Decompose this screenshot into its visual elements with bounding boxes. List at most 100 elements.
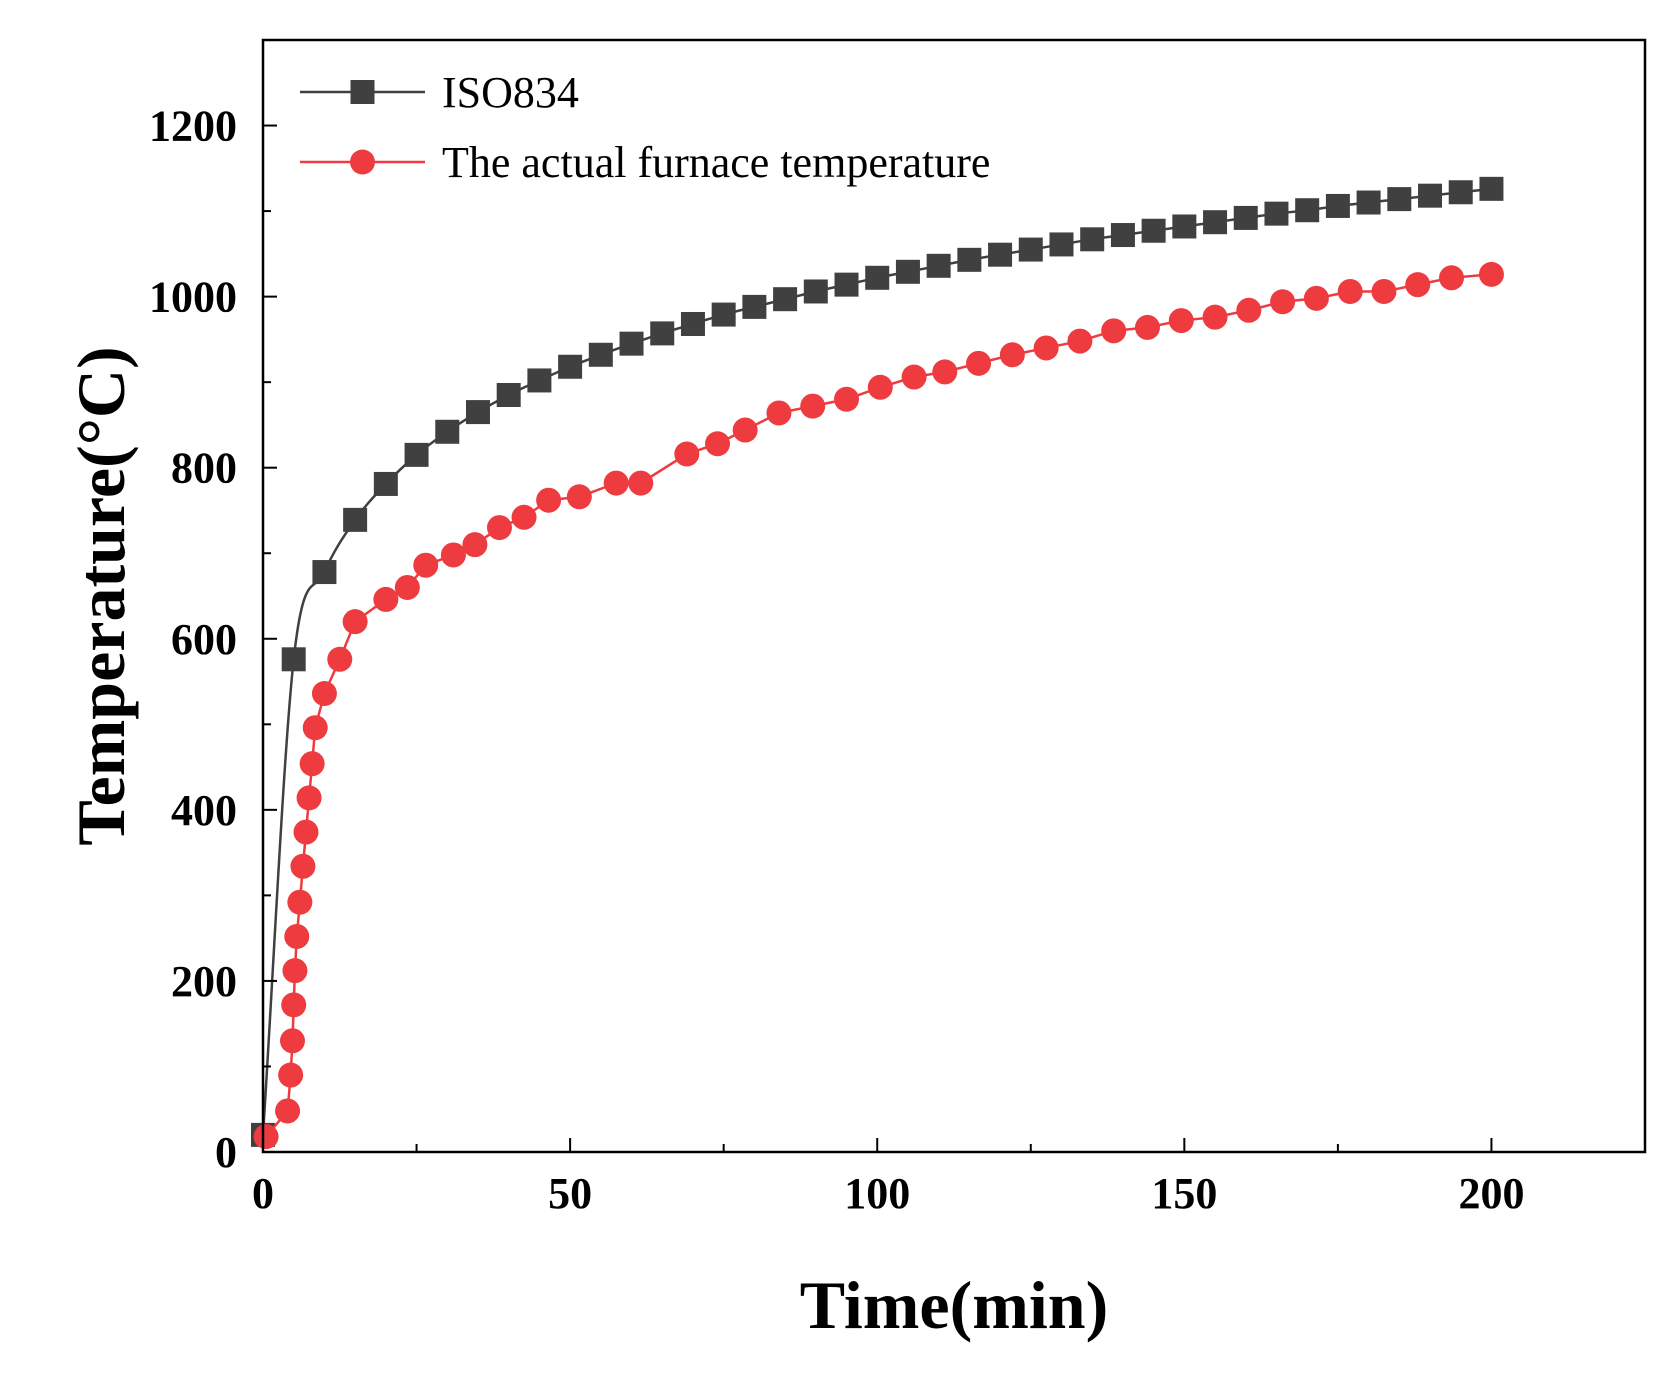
x-tick-label: 100 (844, 1169, 910, 1218)
data-point (299, 751, 325, 777)
data-point (394, 574, 420, 600)
data-point (1049, 232, 1074, 257)
legend: ISO834 The actual furnace temperature (300, 68, 990, 187)
data-point (619, 331, 644, 356)
data-point (1337, 278, 1363, 304)
legend-label-iso834: ISO834 (442, 68, 579, 117)
data-point (1405, 272, 1431, 298)
data-point (343, 507, 368, 532)
data-point (650, 321, 675, 346)
data-point (588, 342, 613, 367)
data-point (312, 560, 337, 585)
data-point (413, 552, 439, 578)
data-point (957, 247, 982, 272)
data-point (373, 471, 398, 496)
y-tick-label: 1000 (149, 273, 237, 322)
x-tick-label: 200 (1458, 1169, 1524, 1218)
data-point (1033, 335, 1059, 361)
data-point (496, 382, 521, 407)
data-point (1172, 214, 1197, 239)
data-point (558, 354, 583, 379)
data-point (1387, 187, 1412, 212)
data-point (290, 853, 316, 879)
data-point (1080, 227, 1105, 252)
data-point (1448, 180, 1473, 205)
data-point (1303, 285, 1329, 311)
data-point (1478, 261, 1504, 287)
data-point (603, 470, 629, 496)
data-point (511, 504, 537, 530)
data-point (766, 400, 792, 426)
data-point (566, 484, 592, 510)
data-point (742, 294, 767, 319)
series-line (265, 273, 1492, 1138)
data-point (1479, 176, 1504, 201)
data-point (465, 400, 490, 425)
data-point (680, 311, 705, 336)
series-1 (253, 261, 1504, 1150)
data-point (284, 923, 310, 949)
y-tick-label: 1200 (149, 102, 237, 151)
data-point (1018, 237, 1043, 262)
y-tick-label: 400 (171, 786, 237, 835)
data-point (1067, 328, 1093, 354)
y-tick-label: 0 (215, 1128, 237, 1177)
data-point (773, 287, 798, 312)
x-tick-label: 150 (1151, 1169, 1217, 1218)
y-axis-title: Temperature(°C) (63, 346, 139, 845)
data-point (527, 368, 552, 393)
data-point (705, 431, 731, 457)
data-point (1264, 201, 1289, 226)
x-axis-title: Time(min) (800, 1267, 1109, 1343)
series-layer (251, 176, 1504, 1150)
data-point (1110, 223, 1135, 248)
data-point (435, 419, 460, 444)
data-point (1356, 190, 1381, 215)
data-point (988, 242, 1013, 267)
data-point (1325, 193, 1350, 218)
x-tick-label: 50 (548, 1169, 592, 1218)
legend-marker-actual-furnace (350, 149, 375, 175)
legend-label-actual-furnace: The actual furnace temperature (442, 138, 990, 187)
y-tick-label: 200 (171, 957, 237, 1006)
data-point (1371, 278, 1397, 304)
data-point (287, 889, 313, 915)
data-point (711, 302, 736, 327)
data-point (293, 819, 319, 845)
data-point (404, 442, 429, 467)
data-point (1418, 183, 1443, 208)
data-point (281, 992, 307, 1018)
data-point (926, 253, 951, 278)
data-point (486, 515, 512, 541)
data-point (1233, 205, 1258, 230)
data-point (311, 681, 337, 707)
data-point (1295, 198, 1320, 223)
data-point (895, 259, 920, 284)
x-tick-label: 0 (252, 1169, 274, 1218)
data-point (373, 586, 399, 612)
data-point (281, 647, 306, 672)
data-point (834, 272, 859, 297)
data-point (282, 958, 308, 984)
data-point (674, 441, 700, 467)
data-point (932, 359, 958, 385)
data-point (999, 342, 1025, 368)
data-point (628, 470, 654, 496)
data-point (536, 487, 562, 513)
plot-area-frame (261, 38, 1647, 1154)
data-point (966, 350, 992, 376)
legend-marker-iso834 (350, 80, 375, 104)
data-point (1202, 304, 1228, 330)
series-0 (251, 176, 1504, 1147)
data-point (275, 1098, 301, 1124)
data-point (278, 1062, 304, 1088)
data-point (865, 265, 890, 290)
data-point (1168, 308, 1194, 334)
data-point (732, 417, 758, 443)
data-point (440, 542, 466, 568)
data-point (1141, 218, 1166, 243)
data-point (1270, 289, 1296, 315)
data-point (279, 1028, 305, 1054)
axes-layer: 0 50 100 150 200 0 200 400 600 800 1000 1200 (149, 39, 1646, 1218)
